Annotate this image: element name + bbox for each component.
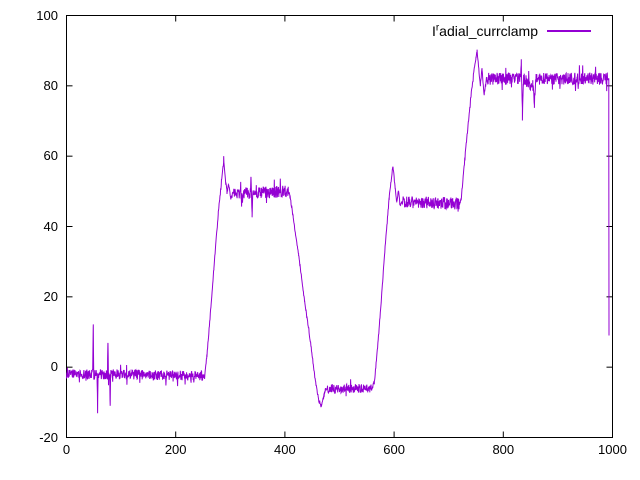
x-tick-label: 0 xyxy=(62,442,71,457)
legend-label-prefix: I xyxy=(431,23,436,39)
x-tick-label: 600 xyxy=(383,442,405,457)
y-tick-label: -20 xyxy=(39,429,58,445)
y-tick-label: 40 xyxy=(43,218,58,234)
y-tick-label: 100 xyxy=(36,7,58,23)
y-tick-label: 80 xyxy=(43,77,58,93)
data-series-group xyxy=(66,49,610,414)
y-tick-label: 60 xyxy=(43,148,58,164)
y-tick-label: 0 xyxy=(50,359,58,375)
legend-label-superscript: r xyxy=(435,22,440,34)
y-tick-label: 20 xyxy=(43,288,58,304)
tick-marks-group xyxy=(66,15,613,438)
x-tick-label: 400 xyxy=(274,442,296,457)
legend-line-sample xyxy=(547,30,591,32)
legend: Iradial_currclamp xyxy=(432,23,591,39)
x-tick-label: 1000 xyxy=(598,442,627,457)
signal-trace xyxy=(66,49,610,414)
x-tick-label: 200 xyxy=(164,442,187,457)
x-tick-label: 800 xyxy=(492,442,515,457)
legend-label-rest: adial_currclamp xyxy=(439,23,538,39)
legend-series-label: Iradial_currclamp xyxy=(432,23,538,39)
